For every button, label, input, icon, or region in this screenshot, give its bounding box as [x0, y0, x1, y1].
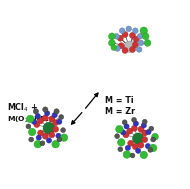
Text: M = Zr: M = Zr — [105, 107, 135, 116]
Circle shape — [59, 115, 64, 119]
Circle shape — [142, 130, 148, 136]
Circle shape — [34, 122, 40, 128]
Circle shape — [130, 46, 135, 53]
Circle shape — [29, 137, 34, 142]
Circle shape — [114, 33, 119, 39]
Circle shape — [36, 135, 41, 140]
Circle shape — [140, 151, 147, 159]
Circle shape — [116, 125, 123, 133]
Circle shape — [148, 147, 153, 152]
Circle shape — [40, 141, 45, 146]
Circle shape — [142, 33, 149, 40]
Circle shape — [126, 26, 132, 32]
Circle shape — [133, 121, 139, 126]
Circle shape — [136, 47, 142, 52]
Circle shape — [31, 119, 37, 124]
Circle shape — [149, 126, 154, 131]
Circle shape — [135, 148, 141, 153]
Circle shape — [26, 124, 31, 129]
Circle shape — [149, 144, 157, 152]
Circle shape — [52, 112, 57, 118]
Circle shape — [61, 128, 66, 133]
Circle shape — [35, 113, 40, 119]
Circle shape — [115, 46, 120, 51]
Circle shape — [144, 40, 151, 46]
Circle shape — [28, 128, 36, 136]
Circle shape — [117, 139, 125, 146]
Circle shape — [122, 31, 128, 37]
Circle shape — [132, 42, 138, 48]
Circle shape — [138, 126, 144, 132]
Circle shape — [108, 40, 115, 46]
Circle shape — [128, 140, 134, 146]
Circle shape — [137, 33, 143, 39]
Circle shape — [60, 134, 68, 141]
Circle shape — [132, 117, 136, 122]
Circle shape — [46, 138, 52, 143]
Text: M(O$_2$CNEt$_2$)$_4$: M(O$_2$CNEt$_2$)$_4$ — [7, 115, 60, 125]
Circle shape — [124, 41, 135, 52]
Circle shape — [123, 151, 131, 158]
Circle shape — [115, 134, 120, 139]
Circle shape — [142, 136, 148, 143]
Circle shape — [34, 140, 42, 148]
Circle shape — [53, 126, 59, 132]
Circle shape — [120, 130, 126, 135]
Text: M = Ti: M = Ti — [105, 96, 134, 105]
Circle shape — [118, 43, 124, 49]
Circle shape — [43, 122, 55, 134]
Text: MCl$_4$ +: MCl$_4$ + — [7, 101, 38, 114]
Circle shape — [138, 40, 144, 46]
Circle shape — [49, 132, 55, 138]
Circle shape — [42, 115, 48, 121]
Circle shape — [131, 125, 137, 131]
Circle shape — [38, 130, 44, 136]
Circle shape — [132, 133, 144, 144]
Circle shape — [132, 144, 138, 150]
Circle shape — [118, 147, 123, 152]
Circle shape — [49, 116, 55, 122]
Circle shape — [52, 140, 59, 148]
Circle shape — [138, 142, 144, 148]
Circle shape — [122, 120, 127, 125]
Circle shape — [57, 137, 62, 142]
Circle shape — [117, 35, 123, 41]
Circle shape — [145, 143, 150, 149]
Circle shape — [43, 107, 48, 112]
Circle shape — [151, 137, 156, 142]
Circle shape — [57, 119, 62, 124]
Circle shape — [133, 36, 139, 42]
Circle shape — [124, 124, 129, 129]
Circle shape — [38, 118, 44, 124]
Circle shape — [142, 119, 147, 124]
Circle shape — [125, 145, 131, 151]
Circle shape — [132, 28, 138, 33]
Circle shape — [119, 28, 125, 33]
Circle shape — [27, 115, 34, 123]
Circle shape — [56, 133, 61, 138]
Circle shape — [42, 133, 48, 139]
Circle shape — [44, 111, 50, 116]
Circle shape — [130, 153, 135, 158]
Circle shape — [122, 47, 128, 53]
Circle shape — [123, 132, 129, 138]
Circle shape — [152, 133, 158, 140]
Circle shape — [141, 123, 146, 128]
Circle shape — [130, 32, 135, 38]
Circle shape — [111, 45, 117, 50]
Circle shape — [54, 109, 59, 114]
Circle shape — [127, 128, 133, 134]
Circle shape — [108, 33, 115, 40]
Circle shape — [146, 129, 151, 135]
Circle shape — [53, 120, 59, 126]
Circle shape — [140, 27, 147, 34]
Circle shape — [33, 109, 39, 114]
